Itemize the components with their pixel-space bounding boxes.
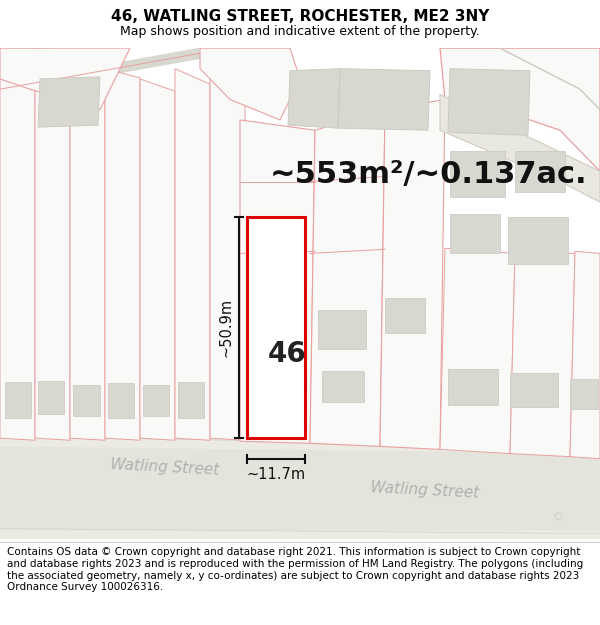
Polygon shape: [570, 251, 600, 459]
Bar: [318, 310, 366, 349]
Bar: [515, 151, 565, 192]
Polygon shape: [70, 58, 105, 440]
Bar: [450, 214, 500, 253]
Text: 46, WATLING STREET, ROCHESTER, ME2 3NY: 46, WATLING STREET, ROCHESTER, ME2 3NY: [111, 9, 489, 24]
Polygon shape: [210, 64, 245, 440]
Polygon shape: [240, 120, 315, 443]
Bar: [143, 385, 169, 416]
Polygon shape: [448, 69, 530, 136]
Bar: [510, 374, 558, 408]
Polygon shape: [338, 69, 430, 130]
Polygon shape: [0, 48, 130, 110]
Bar: [38, 381, 64, 414]
Text: Watling Street: Watling Street: [110, 458, 220, 478]
Polygon shape: [440, 248, 515, 454]
Polygon shape: [510, 251, 575, 457]
Polygon shape: [105, 69, 140, 440]
Polygon shape: [288, 69, 340, 128]
Bar: [508, 217, 568, 264]
Bar: [322, 371, 364, 402]
Bar: [448, 369, 498, 406]
Polygon shape: [35, 48, 70, 440]
Bar: [385, 298, 425, 334]
Bar: [108, 382, 134, 418]
Polygon shape: [310, 110, 385, 446]
Bar: [73, 385, 100, 416]
Text: Watling Street: Watling Street: [370, 480, 479, 501]
Polygon shape: [0, 436, 600, 539]
Polygon shape: [175, 69, 210, 440]
Text: 46: 46: [268, 340, 306, 368]
Polygon shape: [380, 99, 445, 449]
Polygon shape: [440, 94, 600, 202]
Polygon shape: [140, 79, 175, 440]
Bar: [178, 382, 204, 418]
Polygon shape: [440, 48, 600, 171]
Polygon shape: [500, 48, 600, 120]
Polygon shape: [0, 446, 600, 531]
Bar: [247, 217, 305, 438]
Polygon shape: [38, 77, 100, 127]
Text: Map shows position and indicative extent of the property.: Map shows position and indicative extent…: [120, 24, 480, 38]
Polygon shape: [200, 48, 300, 120]
Text: Contains OS data © Crown copyright and database right 2021. This information is : Contains OS data © Crown copyright and d…: [7, 548, 583, 592]
Bar: [5, 382, 31, 418]
Polygon shape: [0, 48, 35, 440]
Text: ~50.9m: ~50.9m: [219, 298, 234, 358]
Bar: [450, 151, 505, 197]
Text: ~11.7m: ~11.7m: [247, 467, 305, 482]
Text: ~553m²/~0.137ac.: ~553m²/~0.137ac.: [270, 160, 587, 189]
Bar: [570, 379, 598, 409]
